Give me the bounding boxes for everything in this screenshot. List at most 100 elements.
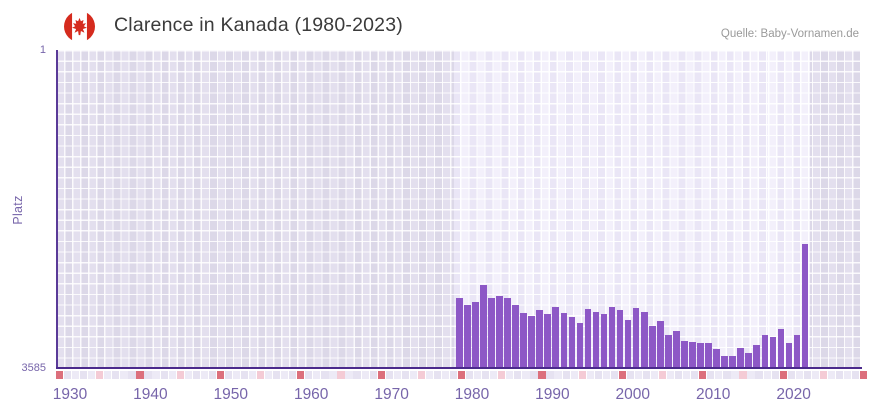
bar-2013[interactable] bbox=[721, 355, 728, 368]
year-tick-1999 bbox=[610, 370, 618, 379]
y-axis-tick-top: 1 bbox=[39, 44, 46, 56]
year-tick-1938 bbox=[120, 370, 128, 379]
bar-1987[interactable] bbox=[512, 305, 519, 368]
bar-1982[interactable] bbox=[472, 301, 479, 368]
bar-2010[interactable] bbox=[697, 342, 704, 368]
x-axis-label-1990: 1990 bbox=[535, 386, 570, 403]
year-tick-1973 bbox=[401, 370, 409, 379]
year-tick-1995 bbox=[578, 370, 586, 379]
bar-1992[interactable] bbox=[552, 307, 560, 368]
year-tick-2014 bbox=[731, 370, 739, 379]
bar-2009[interactable] bbox=[689, 342, 696, 368]
year-tick-1932 bbox=[72, 370, 80, 379]
year-tick-1991 bbox=[546, 370, 554, 379]
bar-2005[interactable] bbox=[657, 320, 664, 368]
bar-1993[interactable] bbox=[560, 313, 568, 368]
bar-1981[interactable] bbox=[464, 305, 471, 368]
year-tick-1981 bbox=[466, 370, 474, 379]
decade-tick-1930 bbox=[56, 370, 64, 379]
year-tick-2019 bbox=[771, 370, 779, 379]
decade-tick-1990 bbox=[538, 370, 546, 379]
year-tick-1959 bbox=[289, 370, 297, 379]
bar-1980[interactable] bbox=[456, 297, 463, 368]
x-axis-label-2000: 2000 bbox=[615, 386, 651, 403]
bar-2001[interactable] bbox=[624, 320, 632, 368]
bar-1998[interactable] bbox=[600, 314, 608, 368]
bar-2006[interactable] bbox=[665, 335, 672, 368]
x-axis-label-1930: 1930 bbox=[52, 386, 88, 403]
year-tick-1992 bbox=[554, 370, 562, 379]
x-axis-label-1960: 1960 bbox=[293, 386, 329, 403]
bar-2014[interactable] bbox=[729, 355, 736, 368]
bar-1995[interactable] bbox=[576, 322, 584, 368]
year-tick-1964 bbox=[329, 370, 337, 379]
year-tick-1947 bbox=[192, 370, 200, 379]
bar-2003[interactable] bbox=[640, 312, 648, 368]
bar-2021[interactable] bbox=[785, 343, 793, 368]
bar-2023[interactable] bbox=[801, 244, 809, 368]
bar-1996[interactable] bbox=[584, 308, 592, 368]
year-tick-1976 bbox=[425, 370, 434, 379]
bar-2012[interactable] bbox=[713, 349, 720, 368]
bar-2015[interactable] bbox=[737, 347, 744, 368]
page-title: Clarence in Kanada (1980-2023) bbox=[114, 14, 403, 36]
bar-2018[interactable] bbox=[761, 335, 769, 368]
bar-1991[interactable] bbox=[544, 313, 552, 368]
x-axis-tick-strip bbox=[56, 370, 873, 379]
year-tick-1978 bbox=[441, 370, 450, 379]
decade-tick-1960 bbox=[297, 370, 305, 379]
bar-2019[interactable] bbox=[769, 337, 777, 368]
bar-2016[interactable] bbox=[745, 352, 753, 368]
bar-1997[interactable] bbox=[592, 311, 600, 368]
year-tick-1937 bbox=[112, 370, 120, 379]
bar-2000[interactable] bbox=[616, 310, 624, 368]
bar-1988[interactable] bbox=[520, 312, 527, 368]
year-tick-2028 bbox=[843, 370, 852, 379]
canada-flag-icon bbox=[64, 11, 95, 42]
year-tick-2025 bbox=[819, 370, 827, 379]
y-axis-spine bbox=[56, 50, 58, 368]
year-tick-1957 bbox=[273, 370, 281, 379]
bar-1989[interactable] bbox=[528, 315, 535, 368]
year-tick-2013 bbox=[723, 370, 731, 379]
decade-tick-2010 bbox=[699, 370, 707, 379]
year-tick-2026 bbox=[827, 370, 836, 379]
year-tick-1931 bbox=[64, 370, 72, 379]
decade-tick-1970 bbox=[377, 370, 385, 379]
year-tick-2008 bbox=[683, 370, 691, 379]
year-tick-1984 bbox=[490, 370, 498, 379]
x-axis-label-1980: 1980 bbox=[454, 386, 490, 403]
bar-1990[interactable] bbox=[536, 310, 543, 368]
bar-1983[interactable] bbox=[480, 284, 487, 368]
bar-1984[interactable] bbox=[488, 298, 495, 368]
decade-tick-1980 bbox=[458, 370, 466, 379]
bar-2022[interactable] bbox=[793, 334, 801, 368]
bar-2011[interactable] bbox=[705, 343, 712, 368]
year-tick-1971 bbox=[385, 370, 393, 379]
bar-2020[interactable] bbox=[777, 329, 785, 368]
year-tick-2006 bbox=[667, 370, 675, 379]
bar-1985[interactable] bbox=[496, 296, 503, 368]
bar-2007[interactable] bbox=[673, 331, 680, 368]
year-tick-1987 bbox=[514, 370, 522, 379]
bar-1999[interactable] bbox=[608, 306, 616, 368]
year-tick-1974 bbox=[409, 370, 417, 379]
bar-2008[interactable] bbox=[681, 340, 688, 368]
bar-2004[interactable] bbox=[648, 326, 656, 368]
bar-1986[interactable] bbox=[504, 297, 511, 368]
year-tick-1935 bbox=[96, 370, 104, 379]
year-tick-2001 bbox=[626, 370, 635, 379]
bar-2002[interactable] bbox=[632, 308, 640, 368]
decade-tick-2030 bbox=[860, 370, 868, 379]
bar-1994[interactable] bbox=[568, 317, 576, 368]
year-tick-1945 bbox=[176, 370, 184, 379]
x-axis-label-1970: 1970 bbox=[374, 386, 409, 403]
year-tick-1977 bbox=[433, 370, 442, 379]
year-tick-1958 bbox=[281, 370, 289, 379]
year-tick-2029 bbox=[851, 370, 860, 379]
year-tick-1998 bbox=[602, 370, 610, 379]
year-tick-1963 bbox=[321, 370, 329, 379]
year-tick-1968 bbox=[361, 370, 369, 379]
bar-2017[interactable] bbox=[753, 344, 761, 368]
